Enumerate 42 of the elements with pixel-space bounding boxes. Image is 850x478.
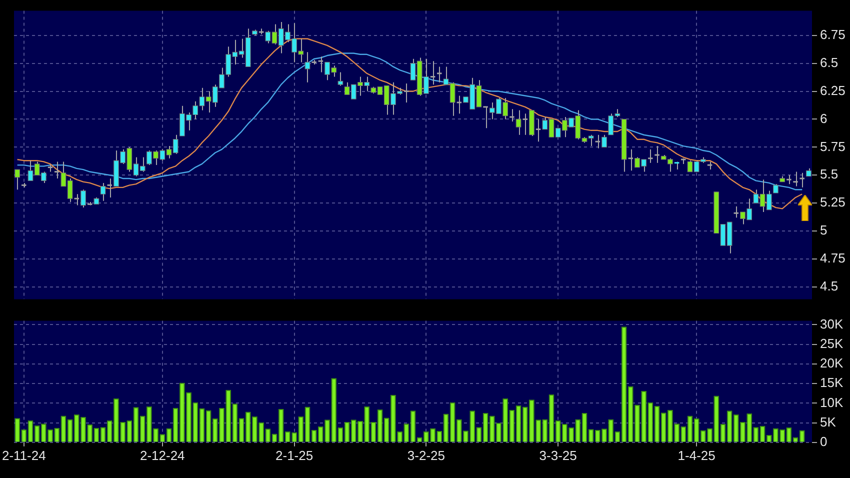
y-tick-label: 20K <box>820 356 844 371</box>
candlestick <box>403 82 410 103</box>
y-tick-label: 4.75 <box>820 250 846 266</box>
candlestick <box>535 118 542 142</box>
y-tick-label: 5 <box>820 222 828 238</box>
candlestick <box>733 206 740 218</box>
candlestick <box>792 171 799 187</box>
y-tick-label: 6.5 <box>820 54 838 70</box>
y-tick-label: 25K <box>820 336 844 351</box>
y-tick-label: 5K <box>820 414 836 430</box>
y-tick-label: 10K <box>820 394 844 410</box>
candlestick <box>318 56 324 73</box>
y-tick-label: 5.75 <box>820 138 846 154</box>
y-tick-label: 0 <box>820 434 828 449</box>
candlestick <box>430 60 436 86</box>
x-tick-label: 3-3-25 <box>539 448 577 463</box>
candlestick <box>74 194 80 206</box>
x-tick-label: 2-12-24 <box>140 448 185 463</box>
candlestick <box>654 146 660 164</box>
x-tick-label: 1-4-25 <box>678 448 716 463</box>
y-tick-label: 6.25 <box>820 82 846 98</box>
candlestick <box>436 66 443 83</box>
candlestick <box>106 178 113 198</box>
y-tick-label: 30K <box>820 316 844 332</box>
x-tick-label: 2-1-25 <box>276 448 314 463</box>
x-tick-label: 3-2-25 <box>407 448 445 463</box>
candlestick <box>628 148 634 172</box>
candlestick <box>54 161 60 179</box>
y-tick-label: 6 <box>820 110 828 126</box>
candlestick <box>508 108 516 122</box>
candlestick <box>456 95 462 114</box>
y-tick-label: 15K <box>820 375 844 390</box>
y-tick-label: 5.5 <box>820 166 838 182</box>
y-tick-label: 6.75 <box>820 26 846 42</box>
candlestick <box>594 134 601 149</box>
candlestick <box>522 113 528 136</box>
candlestick <box>647 148 654 164</box>
y-tick-label: 4.5 <box>820 278 838 294</box>
candlestick <box>482 106 489 129</box>
candlestick <box>798 172 806 188</box>
y-tick-label: 5.25 <box>820 194 846 210</box>
x-tick-label: 2-11-24 <box>2 448 46 463</box>
